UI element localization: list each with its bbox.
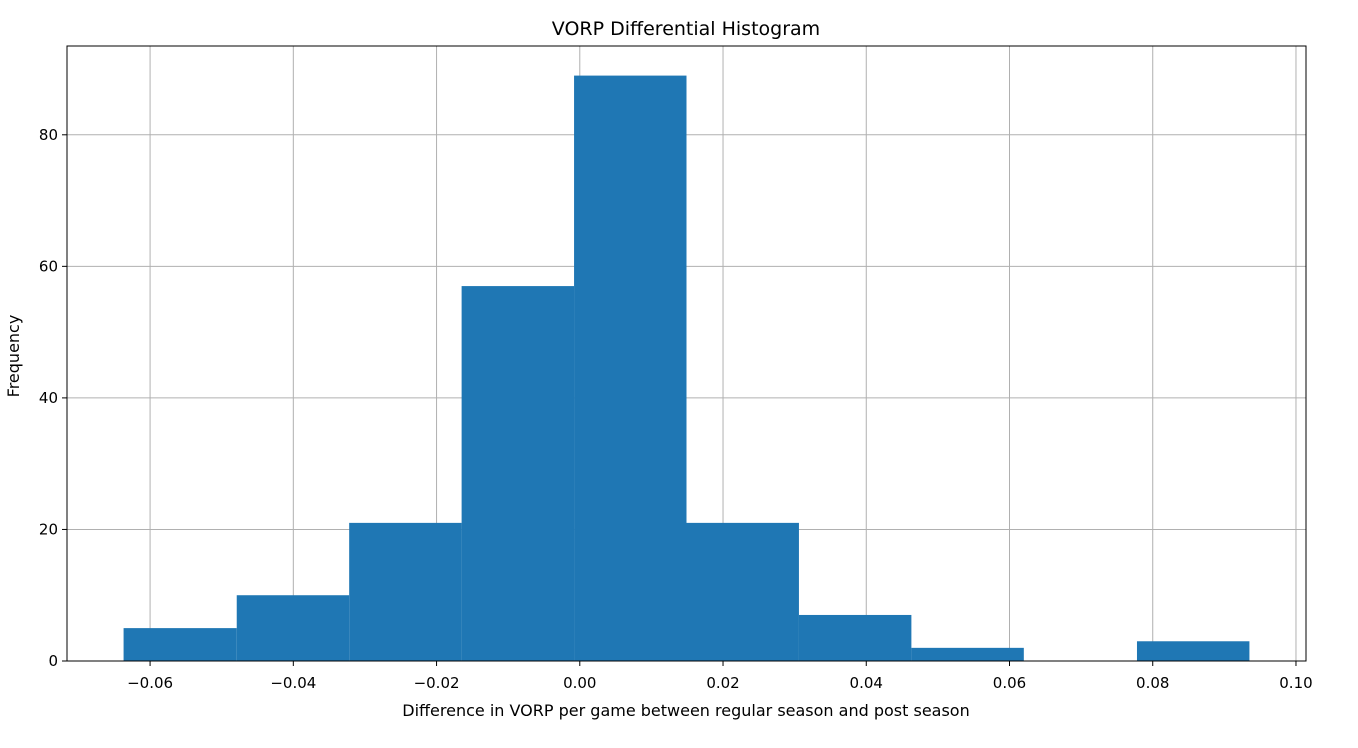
histogram-bar [911, 647, 1024, 661]
histogram-bar [236, 595, 350, 661]
plot-frame [66, 45, 1307, 662]
x-tick-label: −0.04 [270, 674, 316, 692]
x-tick-label: −0.02 [414, 674, 460, 692]
chart-title: VORP Differential Histogram [552, 18, 820, 40]
y-tick-label: 60 [39, 257, 58, 275]
axis-ticks: −0.06 −0.04 −0.02 0.00 0.02 0.04 0.06 0.08 0.10 0… [39, 126, 1313, 692]
y-tick-label: 0 [48, 652, 58, 670]
y-tick-label: 20 [39, 520, 58, 538]
histogram-bar [1136, 641, 1250, 661]
x-tick-label: 0.10 [1279, 674, 1312, 692]
x-tick-label: 0.06 [993, 674, 1026, 692]
x-axis-label: Difference in VORP per game between regu… [402, 701, 969, 720]
histogram-bar [798, 614, 912, 661]
y-tick-label: 80 [39, 126, 58, 144]
y-tick-label: 40 [39, 389, 58, 407]
x-tick-label: 0.04 [850, 674, 883, 692]
x-tick-label: 0.08 [1136, 674, 1169, 692]
bars [123, 75, 1250, 661]
x-tick-label: −0.06 [127, 674, 173, 692]
histogram-bar [574, 75, 687, 661]
x-tick-label: 0.00 [563, 674, 596, 692]
x-tick-label: 0.02 [706, 674, 739, 692]
histogram-bar [461, 286, 575, 661]
histogram-bar [123, 628, 237, 661]
histogram-bar [686, 522, 799, 661]
histogram-bar [349, 522, 462, 661]
y-axis-label: Frequency [4, 315, 23, 398]
